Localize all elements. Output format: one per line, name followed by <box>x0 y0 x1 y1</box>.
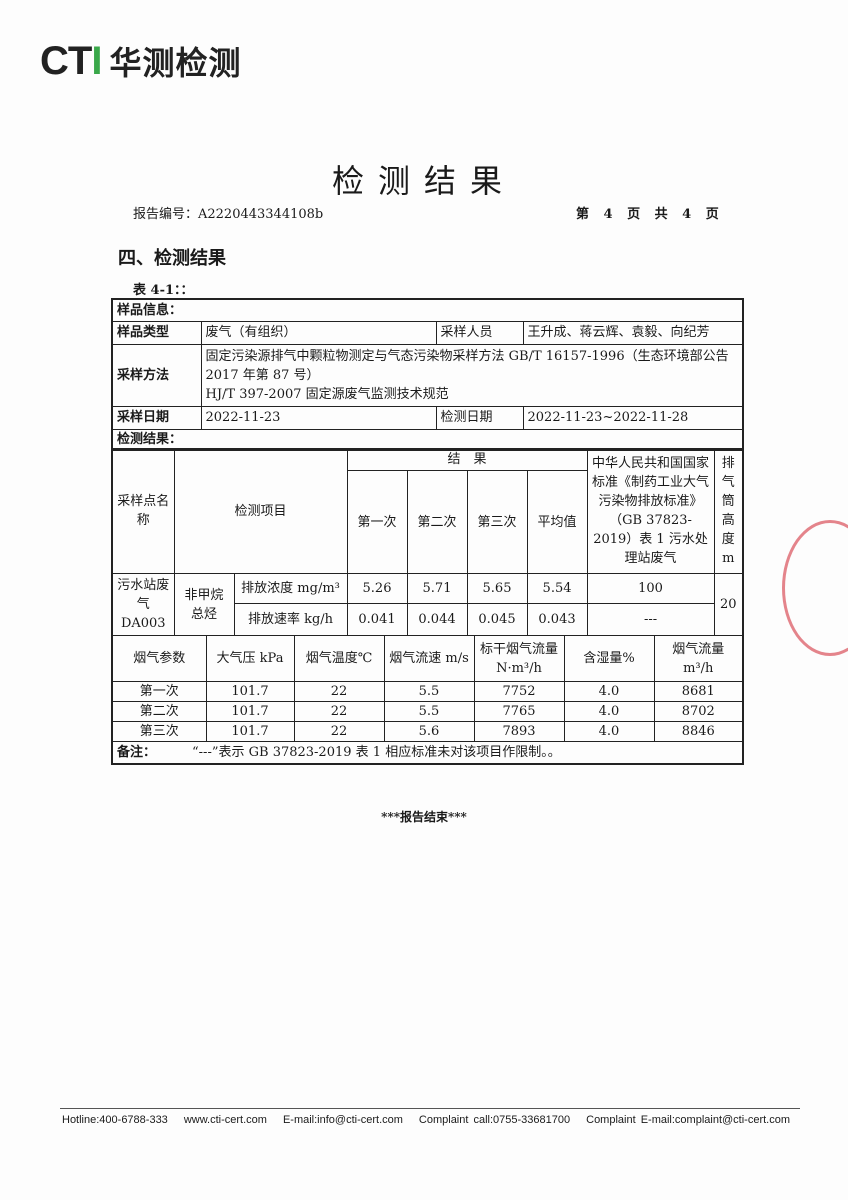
flue-cell: 8681 <box>653 681 744 702</box>
col-run: 第三次 <box>466 470 528 574</box>
sample-info-header: 样品信息： <box>111 298 744 322</box>
page-title: 检测结果 <box>331 162 516 200</box>
metric: 排放浓度 mg/m³ <box>233 573 348 604</box>
page-number: 第 4 页 共 4 页 <box>576 207 719 222</box>
flue-cell: 7752 <box>473 681 565 702</box>
flue-cell: 5.5 <box>383 701 475 722</box>
limit: 100 <box>586 573 715 604</box>
table-row: 第一次 101.7 22 5.5 7752 4.0 8681 <box>111 681 744 702</box>
table-row: 污水站废气DA003 非甲烷总烃 排放浓度 mg/m³ 5.26 5.71 5.… <box>111 573 744 636</box>
stack-height: 20 <box>713 573 744 636</box>
site-name: 污水站废气DA003 <box>111 573 175 636</box>
value: 5.26 <box>346 573 408 604</box>
col-height: 排气筒高度m <box>713 448 744 574</box>
table-row: 第二次 101.7 22 5.5 7765 4.0 8702 <box>111 701 744 722</box>
flue-cell: 22 <box>293 701 385 722</box>
test-date: 2022-11-23~2022-11-28 <box>522 405 744 430</box>
value: 0.043 <box>526 603 588 636</box>
pollutant: 非甲烷总烃 <box>173 573 235 636</box>
sample-info-table: 样品信息： 样品类型 废气（有组织） 采样人员 王升成、蒋云辉、袁毅、向纪芳 采… <box>111 298 745 451</box>
value: 5.65 <box>466 573 528 604</box>
results-header: 检测结果： <box>111 428 744 450</box>
table-row: 第三次 101.7 22 5.6 7893 4.0 8846 <box>111 721 744 742</box>
report-end: ***报告结束*** <box>381 810 467 824</box>
col-result: 结 果 <box>346 448 588 471</box>
method-label: 采样方法 <box>111 343 202 407</box>
email-link[interactable]: E-mail:info@cti-cert.com <box>282 1114 403 1126</box>
flue-cell: 第三次 <box>111 721 207 742</box>
results-table: 采样点名称 检测项目 结 果 中华人民共和国国家标准《制药工业大气污染物排放标准… <box>111 448 745 636</box>
col-average: 平均值 <box>526 470 588 574</box>
sample-date: 2022-11-23 <box>200 405 437 430</box>
flue-header: 含湿量% <box>563 635 655 682</box>
flue-cell: 101.7 <box>205 681 295 702</box>
table-row: 排放速率 kg/h 0.041 0.044 0.045 0.043 --- <box>112 603 743 636</box>
flue-header: 烟气参数 <box>111 635 207 682</box>
cti-logo: CTI 华测检测 <box>40 38 242 83</box>
sampler-label: 采样人员 <box>435 320 524 345</box>
flue-cell: 101.7 <box>205 721 295 742</box>
flue-cell: 4.0 <box>563 701 655 722</box>
col-site: 采样点名称 <box>111 448 175 574</box>
col-item: 检测项目 <box>173 448 348 574</box>
flue-cell: 4.0 <box>563 721 655 742</box>
col-run: 第一次 <box>346 470 408 574</box>
remark: 备注： “---”表示 GB 37823-2019 表 1 相应标准未对该项目作限… <box>111 741 744 764</box>
flue-header: 烟气流量 m³/h <box>653 635 744 682</box>
flue-cell: 7893 <box>473 721 565 742</box>
value: 5.54 <box>526 573 588 604</box>
sampler-value: 王升成、蒋云辉、袁毅、向纪芳 <box>522 320 744 345</box>
seal-stamp <box>782 520 848 656</box>
website-link[interactable]: www.cti-cert.com <box>183 1114 267 1126</box>
flue-cell: 5.6 <box>383 721 475 742</box>
value: 0.044 <box>406 603 468 636</box>
flue-cell: 101.7 <box>205 701 295 722</box>
complaint-call: Complaint call:0755-33681700 <box>418 1114 571 1126</box>
value: 5.71 <box>406 573 468 604</box>
method-value: 固定污染源排气中颗粒物测定与气态污染物采样方法 GB/T 16157-1996（… <box>200 343 744 407</box>
flue-header: 烟气温度℃ <box>293 635 385 682</box>
flue-header: 大气压 kPa <box>205 635 295 682</box>
flue-cell: 第一次 <box>111 681 207 702</box>
type-label: 样品类型 <box>111 320 202 345</box>
flue-cell: 22 <box>293 721 385 742</box>
col-run: 第二次 <box>406 470 468 574</box>
footer-divider <box>60 1108 800 1109</box>
value: 0.045 <box>466 603 528 636</box>
value: 0.041 <box>346 603 408 636</box>
metric: 排放速率 kg/h <box>233 603 348 636</box>
flue-cell: 22 <box>293 681 385 702</box>
flue-cell: 第二次 <box>111 701 207 722</box>
limit: --- <box>586 603 715 636</box>
flue-cell: 8702 <box>653 701 744 722</box>
type-value: 废气（有组织） <box>200 320 437 345</box>
flue-header: 烟气流速 m/s <box>383 635 475 682</box>
flue-header: 标干烟气流量 N·m³/h <box>473 635 565 682</box>
footer: Hotline:400-6788-333 www.cti-cert.com E-… <box>62 1114 790 1126</box>
complaint-email-link[interactable]: Complaint E-mail:complaint@cti-cert.com <box>586 1114 791 1126</box>
test-date-label: 检测日期 <box>435 405 524 430</box>
flue-gas-table: 烟气参数 大气压 kPa 烟气温度℃ 烟气流速 m/s 标干烟气流量 N·m³/h 含湿量… <box>111 635 744 765</box>
flue-cell: 5.5 <box>383 681 475 702</box>
table-label: 表 4-1：： <box>133 283 194 298</box>
flue-cell: 8846 <box>653 721 744 742</box>
hotline: Hotline:400-6788-333 <box>62 1114 168 1126</box>
col-standard: 中华人民共和国国家标准《制药工业大气污染物排放标准》（GB 37823-2019… <box>586 448 715 574</box>
report-number: 报告编号：A2220443344108b <box>133 207 324 222</box>
section-heading: 四、检测结果 <box>118 248 226 269</box>
flue-cell: 7765 <box>473 701 565 722</box>
sample-date-label: 采样日期 <box>111 405 202 430</box>
flue-cell: 4.0 <box>563 681 655 702</box>
